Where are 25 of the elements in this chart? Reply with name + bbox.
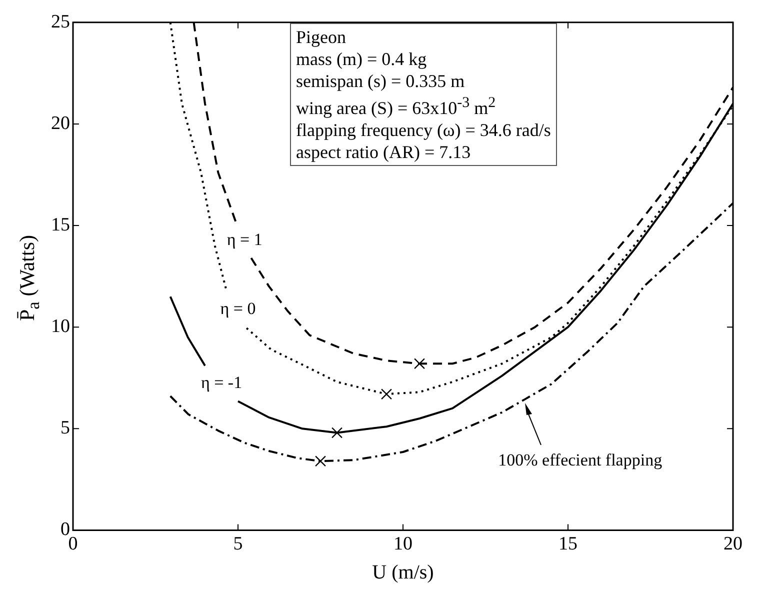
series-label: η = -1 — [200, 372, 242, 392]
annotation: aspect ratio (AR) = 7.13 — [296, 141, 472, 163]
x-tick-label: 15 — [558, 534, 578, 555]
y-tick-label: 0 — [60, 519, 70, 540]
y-tick-label: 15 — [51, 214, 70, 236]
y-tick-label: 20 — [51, 112, 70, 134]
annotation: flapping frequency (ω) = 34.6 rad/s — [296, 119, 551, 141]
annotation: semispan (s) = 0.335 m — [296, 70, 466, 92]
x-axis-title: U (m/s) — [372, 561, 434, 584]
point — [314, 456, 326, 467]
annotation: mass (m) = 0.4 kg — [296, 48, 428, 70]
annotation: Pigeon — [296, 26, 348, 48]
series-label: η = 1 — [226, 230, 262, 250]
y-tick-label: 5 — [60, 418, 70, 439]
y-tick-label: 25 — [51, 11, 70, 32]
point — [331, 427, 343, 438]
x-tick-label: 10 — [394, 534, 412, 555]
point — [380, 388, 392, 400]
annotation: wing area (S) = 63x10$^{-3}$ m$^{2}$ — [296, 94, 497, 119]
series-label: η = 0 — [220, 298, 256, 318]
point — [414, 358, 426, 370]
x-tick-label: 20 — [724, 534, 742, 555]
y-tick-label: 10 — [51, 316, 70, 338]
x-tick-label: 5 — [233, 534, 243, 555]
annotation: 100% effecient flapping — [498, 450, 663, 470]
